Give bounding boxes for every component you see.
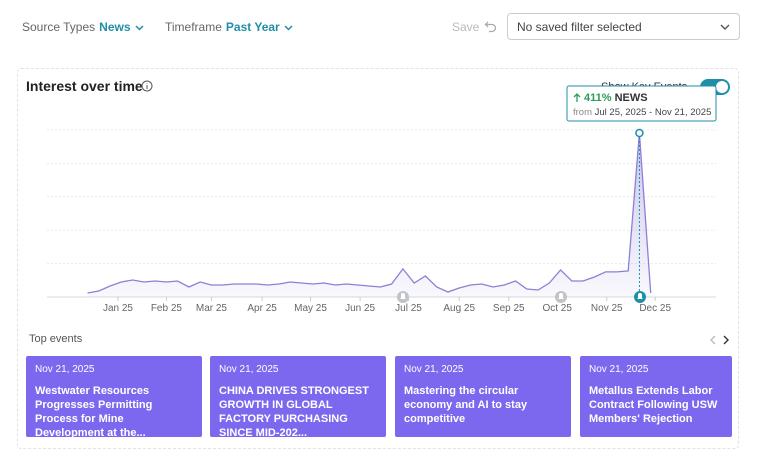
chart-title: Interest over time: [26, 78, 143, 94]
tooltip-change: 411%: [584, 92, 612, 104]
event-date: Nov 21, 2025: [589, 364, 649, 375]
filter-label: Timeframe: [165, 20, 222, 34]
chart-card: [17, 68, 739, 449]
chevron: [720, 24, 730, 30]
line: [87, 132, 652, 294]
x-tick-label: Dec 25: [639, 303, 671, 314]
event-date: Nov 21, 2025: [219, 364, 279, 375]
filter-value: Past Year: [225, 20, 280, 34]
tooltip-range: from Jul 25, 2025 - Nov 21, 2025: [573, 107, 711, 118]
bell-icon: [558, 293, 564, 299]
event-card[interactable]: Nov 21, 2025 CHINA DRIVES STRONGEST GROWT…: [210, 356, 386, 437]
peak-point: [635, 128, 644, 138]
info-icon[interactable]: [141, 80, 153, 92]
select-text: No saved filter selected: [517, 20, 642, 34]
x-tick-label: Feb 25: [151, 303, 183, 314]
event-date: Nov 21, 2025: [35, 364, 95, 375]
x-tick-label: Aug 25: [443, 303, 475, 314]
chevron: [284, 24, 293, 31]
event-card[interactable]: Nov 21, 2025 Westwater Resources Progress…: [26, 356, 202, 437]
tooltip-dates: Jul 25, 2025 - Nov 21, 2025: [595, 107, 712, 118]
x-tick-label: Jun 25: [345, 303, 375, 314]
x-tick-label: Oct 25: [542, 303, 572, 314]
save-button[interactable]: Save: [452, 20, 480, 34]
x-tick-label: Jan 25: [103, 303, 133, 314]
saved-filter-select[interactable]: No saved filter selected: [507, 13, 740, 40]
bell-icon: [637, 293, 643, 299]
bell-icon: [400, 293, 406, 299]
x-tick-label: Apr 25: [247, 303, 277, 314]
up-arrow: [573, 93, 581, 102]
x-tick-label: May 25: [294, 303, 327, 314]
toggle-knob: [716, 81, 728, 93]
event-date: Nov 21, 2025: [404, 364, 464, 375]
tooltip: 411% NEWS from Jul 25, 2025 - Nov 21, 202…: [566, 85, 717, 122]
tooltip-box: [566, 85, 717, 122]
filter-label: Source Types: [22, 20, 96, 34]
event-title: CHINA DRIVES STRONGEST GROWTH IN GLOBAL …: [219, 385, 369, 437]
x-tick-label: Jul 25: [395, 303, 422, 314]
event-title: Metallus Extends Labor Contract Followin…: [589, 385, 718, 425]
tooltip-title: 411% NEWS: [584, 92, 648, 104]
x-tick-label: Sep 25: [493, 303, 525, 314]
tooltip-series: NEWS: [615, 92, 648, 104]
section-title: Top events: [29, 333, 83, 345]
carousel-nav[interactable]: [708, 334, 732, 346]
chevron: [134, 24, 144, 31]
area: [87, 133, 651, 297]
x-tick-label: Mar 25: [196, 303, 228, 314]
event-card[interactable]: Nov 21, 2025 Metallus Extends Labor Contr…: [580, 356, 732, 437]
event-card[interactable]: Nov 21, 2025 Mastering the circular econo…: [395, 356, 571, 437]
event-title: Westwater Resources Progresses Permittin…: [35, 385, 153, 437]
source-filter[interactable]: Source Types News: [22, 20, 144, 34]
filter-value: News: [99, 20, 131, 34]
timeframe-filter[interactable]: Timeframe Past Year: [165, 20, 293, 34]
event-title: Mastering the circular economy and AI to…: [404, 385, 528, 425]
undo-icon[interactable]: [484, 19, 498, 33]
x-tick-label: Nov 25: [591, 303, 623, 314]
tooltip-prefix: from: [573, 107, 592, 118]
